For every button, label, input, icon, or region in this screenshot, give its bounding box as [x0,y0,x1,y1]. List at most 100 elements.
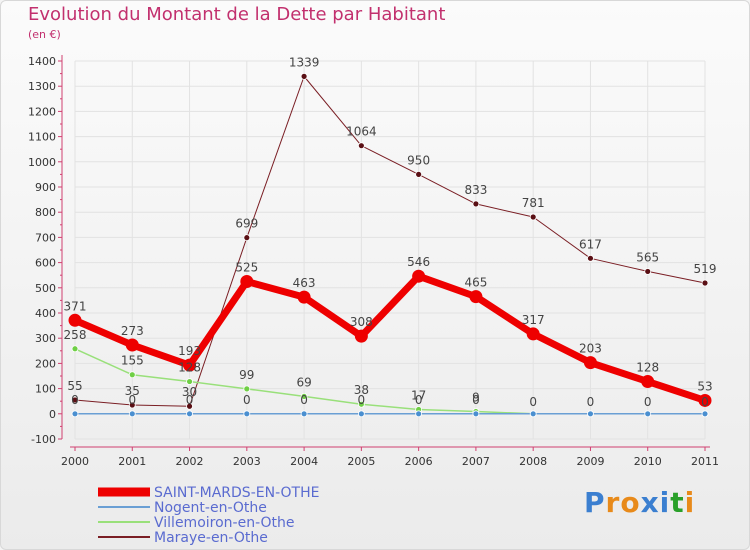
data-label: 203 [579,342,602,356]
y-tick-label: 1400 [28,55,56,68]
data-point [587,254,594,262]
data-point [641,375,655,389]
data-label: 128 [636,361,659,375]
data-label: 69 [296,375,311,389]
data-point [125,338,139,352]
logo-letter: r [605,486,621,519]
data-point [469,290,483,304]
y-tick-label: 300 [35,332,56,345]
logo-letter: i [659,486,671,519]
data-point [71,396,79,404]
data-label: 258 [64,328,87,342]
logo-letter: i [684,486,696,519]
proxiti-logo: Proxiti [584,486,695,519]
y-tick-label: 800 [35,206,56,219]
data-label: 371 [64,299,87,313]
data-point [529,213,537,221]
data-point [243,410,251,418]
data-point [644,268,652,275]
data-label: 565 [636,250,659,264]
data-point [186,410,193,418]
x-tick-label: 2008 [519,455,547,468]
data-label: 0 [358,393,366,407]
data-point [300,410,308,418]
x-tick-label: 2006 [405,455,433,468]
x-tick-label: 2003 [233,455,261,468]
data-point [472,200,480,208]
y-tick-label: 700 [35,231,56,244]
data-point [243,385,251,393]
data-label: 9 [472,391,480,405]
data-label: 55 [67,379,82,393]
data-label: 155 [121,354,144,368]
data-label: 463 [293,276,316,290]
data-point [183,358,197,372]
logo-letter: o [620,486,641,519]
chart-title: Evolution du Montant de la Dette par Hab… [28,4,446,25]
data-point [128,410,136,418]
data-label: 0 [186,393,194,407]
series-line [74,75,706,407]
chart-subtitle: (en €) [28,28,61,41]
data-point [526,327,540,341]
data-point [583,356,597,370]
data-label: 833 [464,183,487,197]
data-label: 53 [697,379,712,393]
data-point [68,313,82,327]
data-label: 699 [235,217,258,231]
x-tick-label: 2007 [462,455,490,468]
data-point [472,410,480,418]
logo-letter: x [640,486,660,519]
data-label: 99 [239,368,254,382]
x-tick-label: 2000 [61,455,89,468]
legend-label: Maraye-en-Othe [154,530,268,546]
data-point [357,410,365,418]
data-label: 617 [579,237,602,251]
logo-letter: P [584,486,606,519]
x-tick-label: 2011 [691,455,719,468]
data-point [412,269,426,283]
data-label: 0 [644,395,652,409]
data-label: 1064 [346,125,377,139]
data-point [415,410,423,418]
x-tick-label: 2005 [347,455,375,468]
data-label: 30 [182,385,197,399]
data-label: 950 [407,153,430,167]
legend-label: Nogent-en-Othe [154,500,267,516]
data-point [357,142,365,150]
data-point [698,393,712,407]
x-tick-label: 2004 [290,455,318,468]
y-tick-label: 0 [49,408,56,421]
data-point [186,402,193,410]
data-point [300,72,308,80]
data-point [354,329,368,343]
data-label: 17 [411,389,426,403]
data-label: 193 [178,344,201,358]
data-label: 128 [178,361,201,375]
data-point [357,400,365,408]
data-point [71,410,79,418]
y-tick-label: 1300 [28,80,56,93]
data-point [71,345,79,353]
legend-label: SAINT-MARDS-EN-OTHE [154,485,319,501]
data-label: 317 [522,313,545,327]
y-tick-label: 600 [35,257,56,270]
x-tick-label: 2001 [118,455,146,468]
data-point [128,371,136,379]
data-point [240,275,254,288]
data-label: 35 [125,384,140,398]
data-point [186,378,193,385]
x-tick-label: 2010 [634,455,662,468]
data-label: 0 [701,395,709,409]
y-tick-label: 100 [35,383,56,396]
data-label: 0 [243,393,251,407]
data-point [701,410,709,418]
data-point [297,290,311,304]
data-label: 0 [529,395,537,409]
y-tick-label: 1000 [28,156,56,169]
legend-label: Villemoiron-en-Othe [154,515,295,531]
data-point [300,393,308,400]
data-point [644,410,652,418]
data-label: 0 [71,393,79,407]
